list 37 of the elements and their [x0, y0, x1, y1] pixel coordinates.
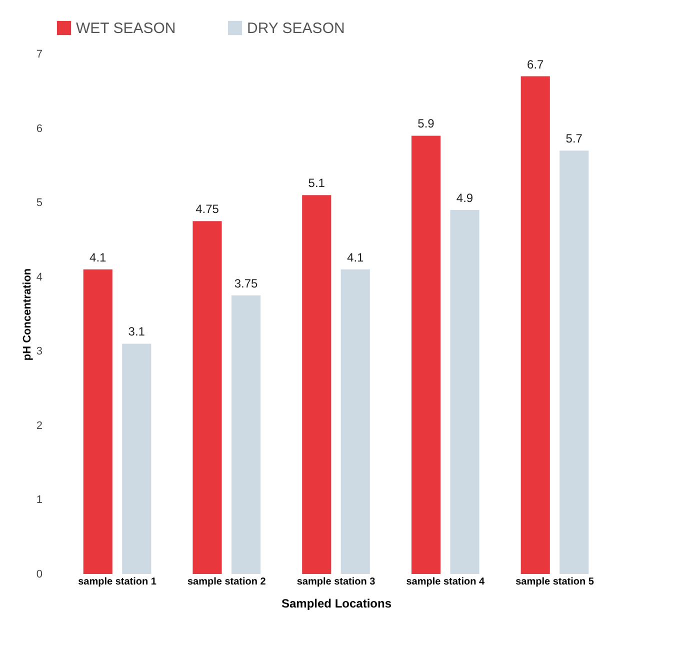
x-axis-title: Sampled Locations [281, 596, 392, 610]
bar [83, 269, 112, 574]
bar [302, 195, 332, 574]
y-tick-label: 4 [36, 271, 42, 284]
y-tick-label: 5 [36, 197, 42, 210]
x-tick-label: sample station 4 [406, 576, 485, 588]
bar [122, 344, 152, 574]
y-tick-label: 3 [36, 346, 42, 358]
data-label: 5.1 [308, 176, 326, 190]
data-label: 3.1 [128, 324, 146, 339]
data-label: 4.75 [196, 202, 220, 216]
bar [340, 269, 370, 574]
bar [560, 150, 589, 574]
x-tick-label: sample station 5 [516, 576, 594, 588]
x-tick-label: sample station 1 [78, 576, 157, 588]
data-label: 4.1 [347, 250, 364, 264]
y-tick-label: 2 [36, 420, 42, 432]
data-label: 6.7 [527, 57, 544, 72]
y-tick-label: 1 [36, 494, 42, 506]
data-label: 4.9 [456, 191, 474, 205]
bar [411, 136, 441, 574]
x-tick-label: sample station 2 [187, 576, 266, 588]
legend-label: DRY SEASON [247, 20, 345, 37]
data-label: 5.7 [566, 132, 583, 146]
data-label: 3.75 [234, 276, 258, 290]
bar [450, 210, 480, 574]
bar [520, 76, 550, 574]
data-label: 4.1 [90, 250, 107, 264]
y-tick-label: 0 [36, 568, 42, 580]
legend-label: WET SEASON [76, 20, 176, 37]
data-label: 5.9 [418, 116, 435, 131]
bar [231, 295, 261, 574]
y-tick-label: 7 [36, 48, 42, 60]
y-axis-title: pH Concentration [21, 268, 34, 361]
y-tick-label: 6 [36, 122, 42, 135]
x-tick-label: sample station 3 [296, 576, 376, 588]
bar [192, 221, 222, 574]
